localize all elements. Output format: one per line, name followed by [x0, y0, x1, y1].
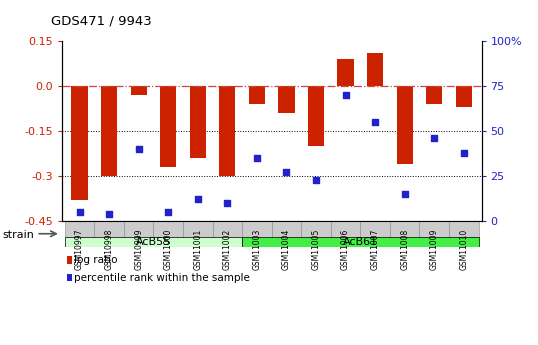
FancyBboxPatch shape: [65, 237, 242, 247]
FancyBboxPatch shape: [94, 221, 124, 237]
Point: [341, 92, 350, 98]
Bar: [278, 86, 295, 113]
Bar: [220, 86, 236, 176]
Point: [430, 136, 438, 141]
Bar: [426, 86, 442, 104]
Text: GSM11000: GSM11000: [164, 229, 173, 270]
FancyBboxPatch shape: [331, 221, 360, 237]
FancyBboxPatch shape: [420, 221, 449, 237]
Text: AcB61: AcB61: [343, 237, 378, 247]
FancyBboxPatch shape: [65, 221, 94, 237]
Text: GSM11001: GSM11001: [193, 229, 202, 270]
FancyBboxPatch shape: [153, 221, 183, 237]
Point: [223, 200, 232, 206]
Point: [253, 155, 261, 161]
Bar: [190, 86, 206, 158]
Point: [371, 119, 379, 125]
Bar: [72, 86, 88, 200]
Text: GSM11003: GSM11003: [252, 229, 261, 270]
Text: AcB55: AcB55: [136, 237, 171, 247]
Point: [400, 191, 409, 197]
FancyBboxPatch shape: [390, 221, 420, 237]
Bar: [397, 86, 413, 164]
Bar: [456, 86, 472, 107]
FancyBboxPatch shape: [242, 237, 479, 247]
Point: [164, 209, 173, 215]
Point: [134, 146, 143, 152]
Text: log ratio: log ratio: [74, 256, 117, 265]
Text: GSM10997: GSM10997: [75, 229, 84, 270]
Bar: [131, 86, 147, 95]
Text: GDS471 / 9943: GDS471 / 9943: [51, 14, 152, 28]
Point: [312, 177, 320, 182]
Point: [194, 197, 202, 202]
Point: [75, 209, 84, 215]
Bar: [337, 59, 353, 86]
Text: GSM11009: GSM11009: [430, 229, 438, 270]
FancyBboxPatch shape: [449, 221, 479, 237]
Bar: [308, 86, 324, 146]
Text: GSM11007: GSM11007: [371, 229, 380, 270]
Text: GSM11005: GSM11005: [312, 229, 321, 270]
FancyBboxPatch shape: [183, 221, 213, 237]
Bar: [160, 86, 176, 167]
Text: GSM11008: GSM11008: [400, 229, 409, 270]
FancyBboxPatch shape: [301, 221, 331, 237]
Point: [282, 170, 291, 175]
Bar: [249, 86, 265, 104]
Text: GSM11010: GSM11010: [459, 229, 468, 270]
FancyBboxPatch shape: [213, 221, 242, 237]
Text: GSM11002: GSM11002: [223, 229, 232, 270]
Text: GSM10999: GSM10999: [134, 229, 143, 270]
FancyBboxPatch shape: [272, 221, 301, 237]
FancyBboxPatch shape: [242, 221, 272, 237]
Text: strain: strain: [3, 230, 34, 240]
FancyBboxPatch shape: [360, 221, 390, 237]
Text: GSM10998: GSM10998: [105, 229, 114, 270]
Text: percentile rank within the sample: percentile rank within the sample: [74, 273, 250, 283]
Point: [459, 150, 468, 155]
Bar: [367, 53, 383, 86]
Point: [105, 211, 114, 216]
Bar: [101, 86, 117, 176]
FancyBboxPatch shape: [124, 221, 153, 237]
Text: GSM11006: GSM11006: [341, 229, 350, 270]
Text: GSM11004: GSM11004: [282, 229, 291, 270]
